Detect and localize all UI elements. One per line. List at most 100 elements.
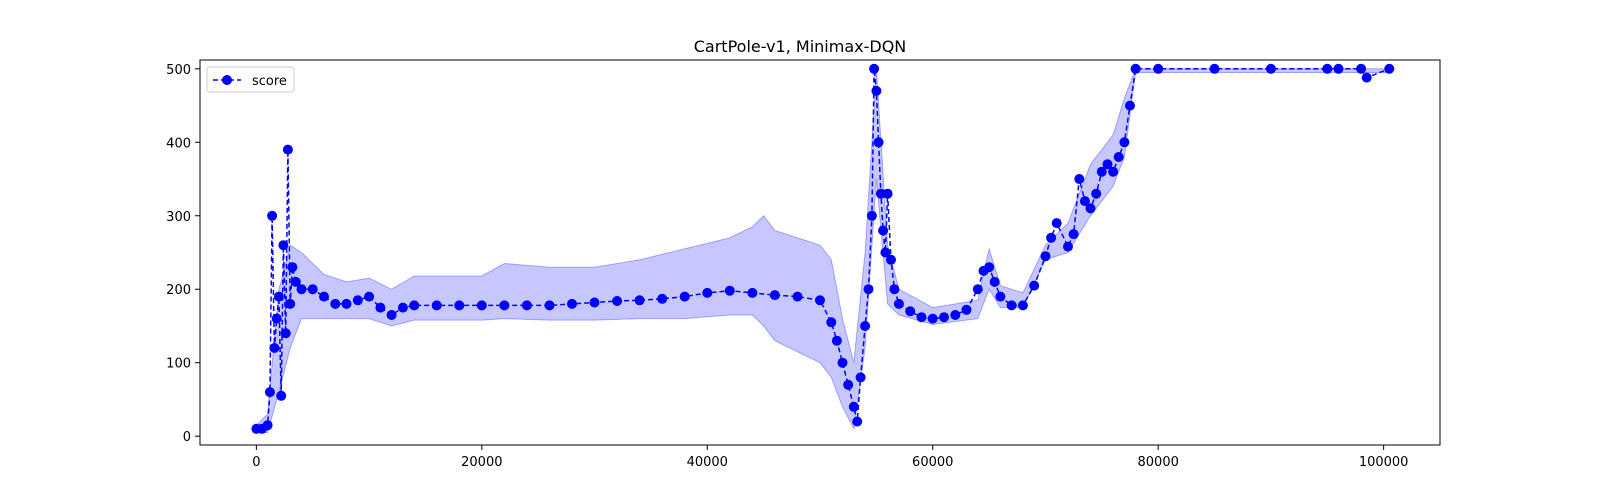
data-point — [341, 298, 352, 309]
data-point — [267, 210, 278, 221]
data-point — [307, 284, 318, 295]
data-point — [262, 420, 273, 431]
legend-label-score: score — [252, 74, 287, 89]
data-point — [287, 262, 298, 273]
data-point — [905, 306, 916, 317]
data-point — [352, 295, 363, 306]
data-point — [1017, 300, 1028, 311]
y-tick-label: 300 — [166, 210, 191, 225]
data-point — [815, 295, 825, 306]
data-point — [855, 372, 866, 383]
data-point — [1209, 63, 1220, 74]
data-point — [1102, 159, 1113, 170]
chart-title: CartPole-v1, Minimax-DQN — [694, 37, 907, 56]
data-point — [296, 284, 307, 295]
data-point — [679, 291, 690, 302]
data-point — [1108, 166, 1119, 177]
data-point — [871, 85, 882, 96]
data-point — [290, 276, 301, 287]
data-point — [499, 300, 510, 311]
data-point — [995, 291, 1006, 302]
data-point — [1113, 152, 1124, 162]
data-point — [702, 287, 713, 298]
x-axis-ticks: 0 20000 40000 60000 80000 100000 — [252, 445, 1408, 470]
data-point — [589, 297, 600, 308]
data-point — [843, 379, 854, 390]
x-tick-label: 20000 — [461, 455, 502, 470]
data-point — [747, 287, 758, 298]
y-tick-label: 500 — [166, 63, 191, 78]
data-point — [544, 300, 555, 311]
data-point — [285, 298, 296, 309]
data-point — [282, 144, 293, 155]
data-point — [612, 296, 623, 306]
data-point — [634, 295, 645, 306]
series-marker-layer — [251, 63, 1395, 434]
data-point — [476, 300, 487, 311]
data-point — [1361, 72, 1372, 83]
data-point — [848, 401, 859, 412]
data-point — [852, 416, 863, 427]
data-point — [826, 317, 837, 328]
data-point — [889, 284, 900, 295]
data-point — [264, 387, 275, 398]
data-point — [1029, 280, 1040, 291]
data-point — [397, 302, 408, 313]
data-point — [886, 254, 896, 265]
legend: score — [206, 66, 295, 93]
data-point — [863, 284, 874, 295]
plot-frame — [199, 59, 1441, 446]
data-point — [521, 300, 532, 311]
data-point — [1153, 63, 1164, 74]
data-point — [878, 225, 889, 236]
data-point — [1265, 63, 1276, 74]
data-point — [273, 291, 284, 302]
data-point — [386, 310, 397, 320]
data-point — [869, 63, 880, 74]
data-point — [837, 357, 848, 368]
data-point — [1119, 137, 1130, 148]
y-tick-label: 200 — [166, 283, 191, 298]
data-point — [880, 247, 891, 258]
data-point — [939, 312, 949, 323]
data-point — [1068, 229, 1079, 240]
data-point — [1384, 63, 1395, 74]
legend-marker-sample — [222, 75, 232, 85]
data-point — [278, 240, 289, 251]
data-point — [375, 302, 386, 313]
data-point — [1096, 166, 1107, 177]
data-point — [657, 293, 668, 304]
confidence-band — [255, 68, 1390, 433]
data-point — [882, 188, 893, 199]
data-point — [984, 262, 995, 273]
confidence-band-layer — [255, 68, 1390, 433]
y-tick-label: 0 — [183, 430, 191, 445]
x-tick-label: 80000 — [1138, 455, 1179, 470]
data-point — [1074, 174, 1085, 184]
data-point — [1130, 63, 1141, 74]
data-point — [989, 276, 1000, 287]
data-point — [269, 343, 280, 353]
data-point — [769, 290, 780, 301]
data-point — [1322, 63, 1333, 74]
data-point — [1006, 300, 1017, 311]
y-axis-ticks: 0 100 200 300 400 500 — [166, 63, 200, 445]
data-point — [1356, 63, 1367, 74]
data-point — [792, 291, 803, 302]
data-point — [860, 321, 871, 331]
data-point — [276, 390, 287, 401]
data-point — [927, 313, 938, 324]
x-tick-label: 60000 — [912, 455, 953, 470]
data-point — [330, 298, 341, 309]
data-point — [873, 137, 884, 148]
data-point — [1046, 232, 1057, 243]
data-point — [280, 328, 291, 339]
data-point — [893, 298, 904, 309]
data-point — [831, 335, 842, 346]
y-tick-label: 100 — [166, 357, 191, 372]
data-point — [1333, 63, 1344, 74]
data-point — [319, 291, 329, 302]
data-point — [950, 310, 961, 320]
y-tick-label: 400 — [166, 136, 191, 151]
